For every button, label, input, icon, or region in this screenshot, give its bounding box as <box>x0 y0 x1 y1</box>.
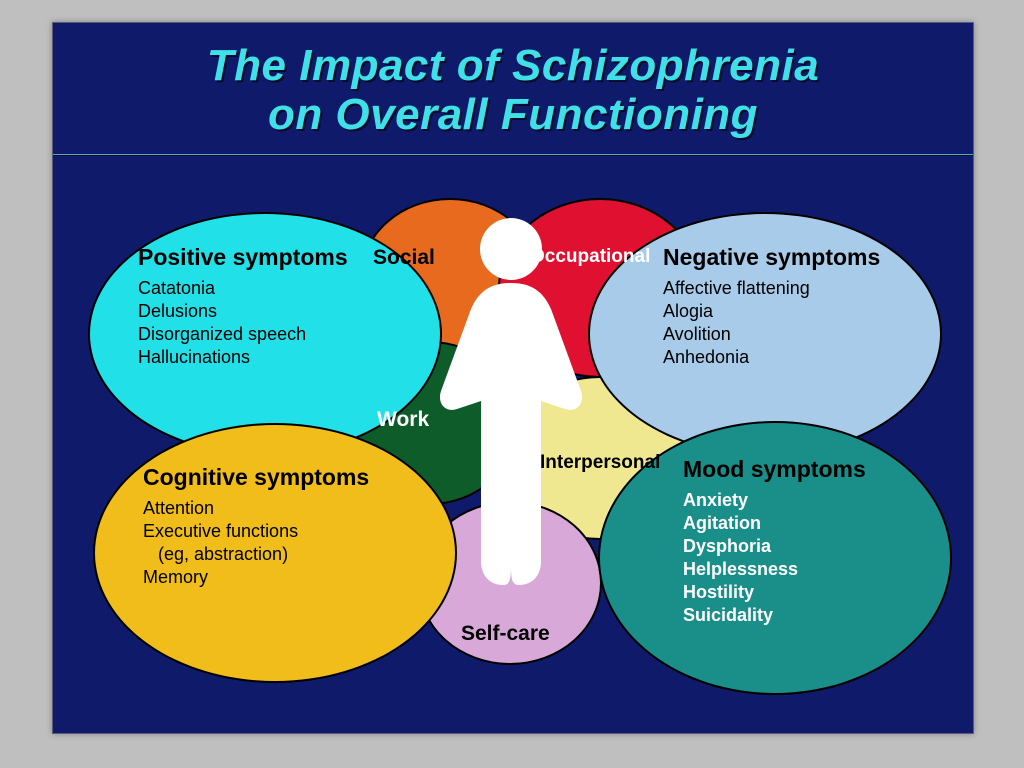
negative-item-3: Anhedonia <box>663 346 880 369</box>
positive-item-0: Catatonia <box>138 277 348 300</box>
negative-title: Negative symptoms <box>663 244 880 271</box>
negative-text: Negative symptoms Affective flattening A… <box>663 244 880 369</box>
cognitive-item-0: Attention <box>143 497 369 520</box>
title-line-1: The Impact of Schizophrenia <box>53 41 973 90</box>
title-block: The Impact of Schizophrenia on Overall F… <box>53 23 973 154</box>
cognitive-item-2: (eg, abstraction) <box>143 543 369 566</box>
label-work: Work <box>377 408 429 432</box>
label-social: Social <box>373 246 435 270</box>
mood-item-0: Anxiety <box>683 489 866 512</box>
label-selfcare: Self-care <box>461 622 550 646</box>
cognitive-item-3: Memory <box>143 566 369 589</box>
mood-text: Mood symptoms Anxiety Agitation Dysphori… <box>683 456 866 627</box>
person-icon <box>431 211 591 611</box>
mood-item-5: Suicidality <box>683 604 866 627</box>
negative-item-2: Avolition <box>663 323 880 346</box>
slide-panel: The Impact of Schizophrenia on Overall F… <box>52 22 974 734</box>
diagram-canvas: Social Occupational Work Interpersonal S… <box>53 156 973 716</box>
positive-item-3: Hallucinations <box>138 346 348 369</box>
positive-item-1: Delusions <box>138 300 348 323</box>
title-line-2: on Overall Functioning <box>53 90 973 139</box>
cognitive-title: Cognitive symptoms <box>143 464 369 491</box>
negative-item-0: Affective flattening <box>663 277 880 300</box>
positive-title: Positive symptoms <box>138 244 348 271</box>
background: The Impact of Schizophrenia on Overall F… <box>0 0 1024 768</box>
mood-item-4: Hostility <box>683 581 866 604</box>
mood-item-3: Helplessness <box>683 558 866 581</box>
positive-item-2: Disorganized speech <box>138 323 348 346</box>
mood-item-1: Agitation <box>683 512 866 535</box>
negative-item-1: Alogia <box>663 300 880 323</box>
mood-title: Mood symptoms <box>683 456 866 483</box>
positive-text: Positive symptoms Catatonia Delusions Di… <box>138 244 348 369</box>
mood-item-2: Dysphoria <box>683 535 866 558</box>
cognitive-item-1: Executive functions <box>143 520 369 543</box>
cognitive-text: Cognitive symptoms Attention Executive f… <box>143 464 369 589</box>
